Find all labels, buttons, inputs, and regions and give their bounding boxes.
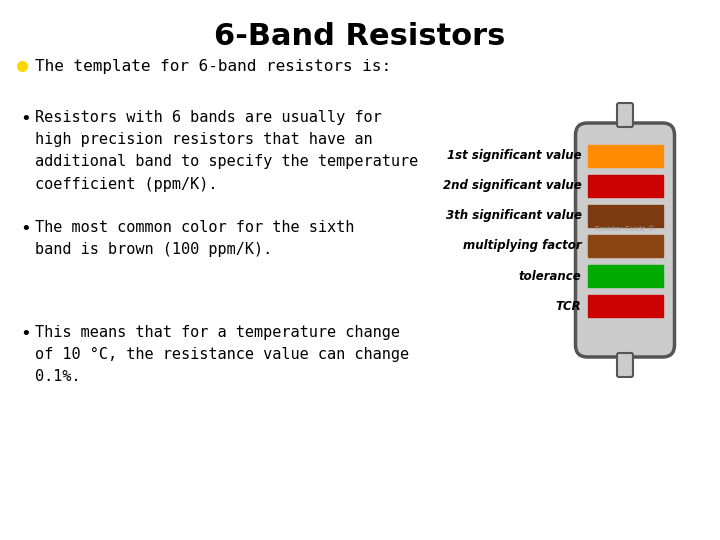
FancyBboxPatch shape xyxy=(575,123,675,357)
Bar xyxy=(588,265,662,287)
FancyBboxPatch shape xyxy=(617,103,633,127)
Text: 3th significant value: 3th significant value xyxy=(446,210,582,222)
Text: Resistor Guide ©: Resistor Guide © xyxy=(595,226,655,232)
Text: TCR: TCR xyxy=(556,300,582,313)
Text: •: • xyxy=(20,110,31,128)
Text: 6-Band Resistors: 6-Band Resistors xyxy=(215,22,505,51)
Text: 1st significant value: 1st significant value xyxy=(447,150,582,163)
Text: multiplying factor: multiplying factor xyxy=(463,240,582,253)
Text: The template for 6-band resistors is:: The template for 6-band resistors is: xyxy=(35,58,391,73)
Bar xyxy=(588,175,662,197)
Text: •: • xyxy=(20,325,31,343)
Text: The most common color for the sixth
band is brown (100 ppm/K).: The most common color for the sixth band… xyxy=(35,220,354,257)
Text: This means that for a temperature change
of 10 °C, the resistance value can chan: This means that for a temperature change… xyxy=(35,325,409,384)
Text: 2nd significant value: 2nd significant value xyxy=(443,179,582,192)
Bar xyxy=(588,235,662,257)
Text: •: • xyxy=(20,220,31,238)
Text: tolerance: tolerance xyxy=(518,269,582,282)
Bar xyxy=(588,295,662,317)
Bar xyxy=(588,145,662,167)
Text: Resistors with 6 bands are usually for
high precision resistors that have an
add: Resistors with 6 bands are usually for h… xyxy=(35,110,418,192)
Bar xyxy=(588,205,662,227)
FancyBboxPatch shape xyxy=(617,353,633,377)
